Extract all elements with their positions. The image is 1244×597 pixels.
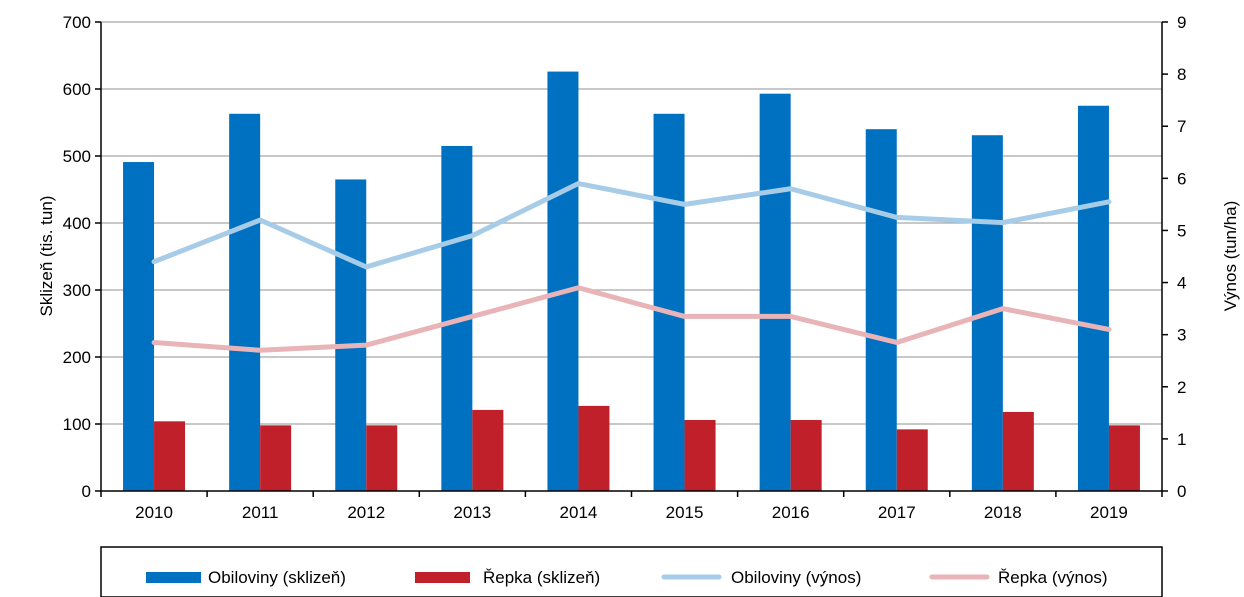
x-tick-label: 2016 xyxy=(772,503,810,522)
bar-obiloviny-2019 xyxy=(1077,105,1109,491)
x-axis-ticks: 2010 2011 2012 2013 2014 2015 2016 2017 2018 2019 xyxy=(100,491,1163,522)
bar-repka-2012 xyxy=(366,425,398,491)
left-tick-label: 500 xyxy=(63,147,91,166)
legend-box xyxy=(100,546,1163,597)
x-tick-label: 2018 xyxy=(984,503,1022,522)
right-tick-label: 6 xyxy=(1177,169,1186,188)
bar-repka-2019 xyxy=(1108,425,1140,491)
x-tick-label: 2019 xyxy=(1090,503,1128,522)
legend-swatch xyxy=(415,572,470,583)
right-tick-label: 8 xyxy=(1177,65,1186,84)
x-tick-label: 2012 xyxy=(347,503,385,522)
left-tick-label: 700 xyxy=(63,13,91,32)
bars xyxy=(123,71,1140,492)
x-tick-label: 2015 xyxy=(666,503,704,522)
legend-swatch xyxy=(146,572,201,583)
right-tick-label: 9 xyxy=(1177,13,1186,32)
right-axis-ticks: 0 1 2 3 4 5 6 7 8 9 xyxy=(1162,13,1186,501)
bar-obiloviny-2010 xyxy=(123,162,155,491)
bar-repka-2013 xyxy=(472,409,504,491)
bar-repka-2011 xyxy=(260,425,292,491)
bar-repka-2018 xyxy=(1002,411,1034,491)
x-tick-label: 2010 xyxy=(135,503,173,522)
x-tick-label: 2011 xyxy=(242,503,279,522)
legend-label: Řepka (výnos) xyxy=(998,568,1108,587)
legend-label: Obiloviny (výnos) xyxy=(731,568,861,587)
right-tick-label: 5 xyxy=(1177,221,1186,240)
right-tick-label: 0 xyxy=(1177,482,1186,501)
bar-obiloviny-2014 xyxy=(547,71,579,491)
left-tick-label: 0 xyxy=(82,482,91,501)
bar-repka-2016 xyxy=(790,419,822,491)
bar-repka-2014 xyxy=(578,405,610,491)
legend-label: Řepka (sklizeň) xyxy=(483,568,600,587)
legend-label: Obiloviny (sklizeň) xyxy=(208,568,346,587)
bar-repka-2010 xyxy=(154,421,186,491)
right-axis-title: Výnos (tun/ha) xyxy=(1221,201,1240,312)
left-tick-label: 200 xyxy=(63,348,91,367)
bar-repka-2015 xyxy=(684,419,716,491)
line-repka-vynos xyxy=(151,285,1112,353)
left-tick-label: 600 xyxy=(63,80,91,99)
left-tick-label: 300 xyxy=(63,281,91,300)
left-axis-ticks: 0 100 200 300 400 500 600 700 xyxy=(63,13,101,501)
right-tick-label: 4 xyxy=(1177,274,1186,293)
left-tick-label: 400 xyxy=(63,214,91,233)
bar-obiloviny-2016 xyxy=(759,93,791,491)
right-tick-label: 1 xyxy=(1177,430,1186,449)
bar-obiloviny-2017 xyxy=(865,129,897,491)
x-tick-label: 2014 xyxy=(560,503,598,522)
gridlines xyxy=(101,21,1162,425)
bar-obiloviny-2015 xyxy=(653,113,685,491)
x-tick-label: 2013 xyxy=(453,503,491,522)
x-tick-label: 2017 xyxy=(878,503,916,522)
bar-obiloviny-2011 xyxy=(229,113,261,491)
left-axis-title: Sklizeň (tis. tun) xyxy=(37,196,56,317)
right-tick-label: 2 xyxy=(1177,378,1186,397)
lines xyxy=(151,181,1112,353)
bar-obiloviny-2012 xyxy=(335,179,367,491)
left-tick-label: 100 xyxy=(63,415,91,434)
right-tick-label: 3 xyxy=(1177,326,1186,345)
line-obiloviny-vynos xyxy=(151,181,1112,270)
bar-repka-2017 xyxy=(896,429,928,491)
legend: Obiloviny (sklizeň) Řepka (sklizeň) Obilov… xyxy=(100,546,1163,597)
right-tick-label: 7 xyxy=(1177,117,1186,136)
